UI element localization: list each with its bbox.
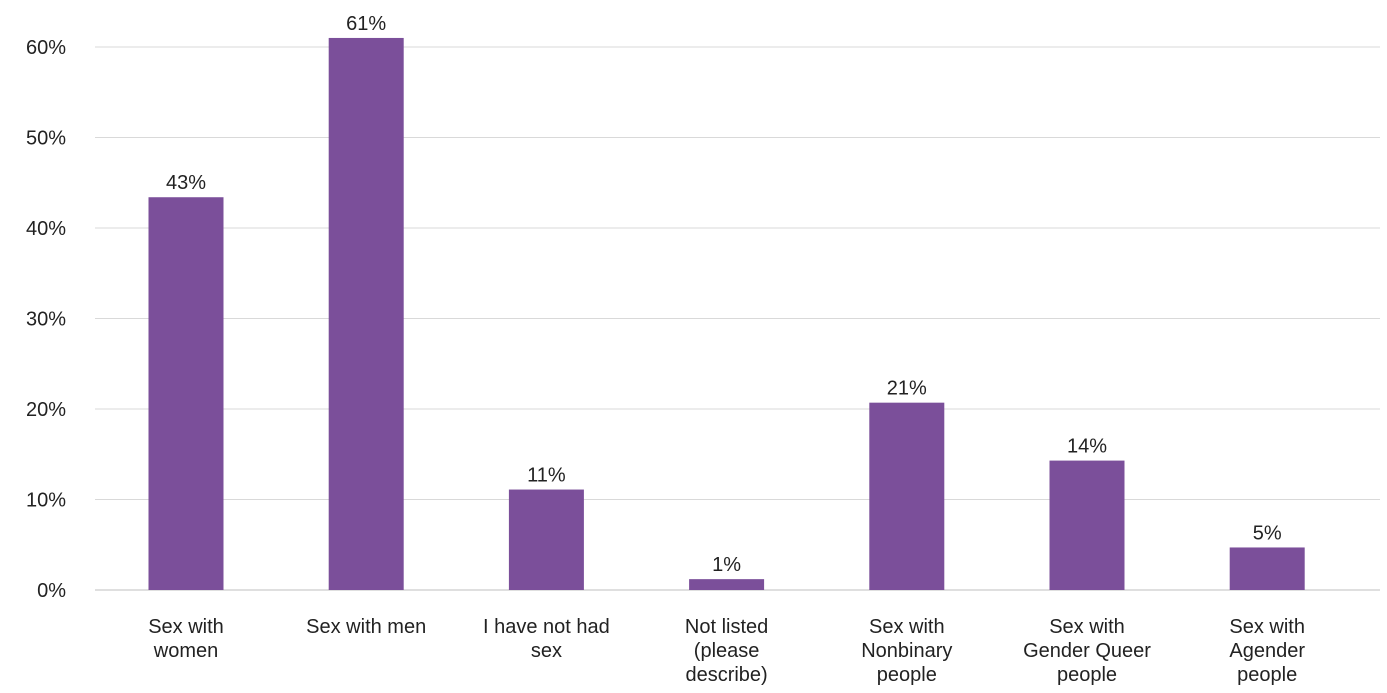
category-label: people — [1237, 664, 1297, 686]
bars — [148, 37, 1305, 591]
y-tick-label: 20% — [26, 399, 66, 421]
bar-value-label: 11% — [527, 465, 566, 487]
bar — [328, 37, 404, 590]
bar-value-label: 21% — [887, 378, 927, 400]
category-label: women — [153, 640, 218, 662]
category-label: describe) — [685, 664, 767, 686]
category-label: Nonbinary — [861, 640, 952, 662]
category-label: Agender — [1229, 640, 1305, 662]
category-label: sex — [531, 640, 562, 662]
data-labels: 43% 61% 11% 1% 21% 14% 5% — [166, 13, 1282, 576]
category-label: Sex with — [869, 616, 945, 638]
y-tick-label: 60% — [26, 37, 66, 59]
category-label: Sex with men — [306, 616, 426, 638]
y-tick-label: 50% — [26, 128, 66, 150]
bar — [1049, 460, 1125, 590]
bar-value-label: 61% — [346, 13, 386, 35]
bar-value-label: 5% — [1253, 522, 1282, 544]
gridlines — [95, 46, 1380, 591]
y-tick-label: 30% — [26, 309, 66, 331]
bar-value-label: 43% — [166, 172, 206, 194]
category-label: (please — [694, 640, 760, 662]
y-tick-label: 0% — [37, 580, 66, 602]
bar-value-label: 14% — [1067, 436, 1107, 458]
category-label: I have not had — [483, 616, 610, 638]
y-tick-label: 40% — [26, 218, 66, 240]
category-label: Sex with — [1049, 616, 1125, 638]
y-axis-ticks: 0% 10% 20% 30% 40% 50% 60% — [26, 37, 66, 602]
bar — [508, 489, 584, 590]
bar — [148, 197, 224, 591]
y-tick-label: 10% — [26, 490, 66, 512]
bar — [689, 579, 765, 590]
bar-value-label: 1% — [712, 554, 741, 576]
category-label: Gender Queer — [1023, 640, 1151, 662]
bar — [869, 402, 945, 590]
category-label: Sex with — [148, 616, 224, 638]
category-label: people — [1057, 664, 1117, 686]
bar — [1229, 547, 1305, 590]
category-label: people — [877, 664, 937, 686]
category-label: Not listed — [685, 616, 768, 638]
category-label: Sex with — [1229, 616, 1305, 638]
